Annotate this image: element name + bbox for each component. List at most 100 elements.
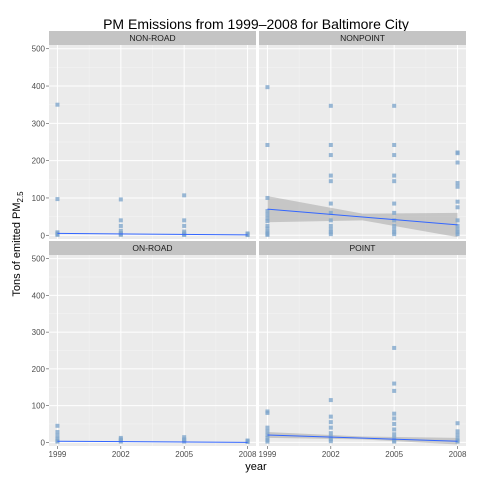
data-point <box>265 410 270 415</box>
data-point <box>392 201 397 206</box>
data-point <box>328 173 333 178</box>
data-point <box>328 398 333 403</box>
facet-strip-label: POINT <box>350 243 376 253</box>
data-point <box>328 232 333 237</box>
data-point <box>182 223 187 228</box>
facet-strip-label: NON-ROAD <box>129 33 175 43</box>
data-point <box>265 142 270 147</box>
data-point <box>328 431 333 436</box>
trend-line <box>267 434 458 442</box>
y-tick-label: 200 <box>32 365 46 374</box>
data-point <box>455 160 460 165</box>
data-point <box>118 197 123 202</box>
data-point <box>328 218 333 223</box>
data-point <box>455 429 460 434</box>
y-tick-label: 400 <box>32 291 46 300</box>
y-axis-title-main: Tons of emitted PM <box>11 202 23 296</box>
data-point <box>455 199 460 204</box>
data-point <box>455 439 460 444</box>
data-point <box>392 411 397 416</box>
y-tick-label: 500 <box>32 255 46 264</box>
data-point <box>455 232 460 237</box>
data-point <box>455 421 460 426</box>
facet-panels: NON-ROAD 0 100 200 300 400 500 NONPOINT ON-ROAD 0… <box>32 31 467 459</box>
x-tick-label: 2008 <box>239 450 257 459</box>
data-point <box>118 232 123 237</box>
data-point <box>265 209 270 214</box>
data-point <box>118 223 123 228</box>
data-point <box>328 439 333 444</box>
data-point <box>328 210 333 215</box>
data-point <box>328 227 333 232</box>
facet-strip-label: NONPOINT <box>340 33 385 43</box>
data-point <box>245 233 250 238</box>
x-tick-label: 2005 <box>385 450 403 459</box>
data-point <box>265 429 270 434</box>
data-point <box>55 197 60 202</box>
y-tick-label: 400 <box>32 82 46 91</box>
data-point <box>118 218 123 223</box>
data-point <box>265 85 270 90</box>
facet-panel-nonpoint: NONPOINT <box>259 31 466 239</box>
data-point <box>265 216 270 221</box>
y-tick-label: 0 <box>41 438 46 447</box>
data-point <box>455 223 460 228</box>
facet-strip-label: ON-ROAD <box>132 243 172 253</box>
data-point <box>265 226 270 231</box>
x-tick-label: 1999 <box>49 450 67 459</box>
data-point <box>455 205 460 210</box>
data-point <box>455 218 460 223</box>
data-point <box>392 227 397 232</box>
y-tick-label: 100 <box>32 194 46 203</box>
data-point <box>392 153 397 158</box>
data-point <box>55 430 60 435</box>
data-point <box>265 232 270 237</box>
data-point <box>392 381 397 386</box>
y-tick-label: 300 <box>32 328 46 337</box>
data-point <box>328 179 333 184</box>
x-tick-label: 2005 <box>175 450 193 459</box>
data-point <box>392 432 397 437</box>
facet-panel-on-road: ON-ROAD 0 100 200 300 400 500 1999 2002 2005 2008 <box>32 241 257 459</box>
data-point <box>182 218 187 223</box>
data-point <box>455 181 460 186</box>
x-tick-label: 2002 <box>322 450 340 459</box>
facet-panel-point: POINT 1999 2002 2005 2008 <box>259 241 467 459</box>
data-point <box>328 223 333 228</box>
data-point <box>55 102 60 107</box>
data-point <box>328 414 333 419</box>
data-point <box>55 232 60 237</box>
facet-strip <box>49 31 256 45</box>
facet-strip <box>49 241 256 255</box>
data-point <box>265 212 270 217</box>
data-point <box>328 420 333 425</box>
y-tick-label: 100 <box>32 402 46 411</box>
data-point <box>182 435 187 440</box>
y-tick-label: 300 <box>32 119 46 128</box>
data-point <box>328 153 333 158</box>
data-point <box>182 193 187 198</box>
data-point <box>265 439 270 444</box>
chart-title: PM Emissions from 1999–2008 for Baltimor… <box>103 16 409 32</box>
facet-strip <box>259 241 466 255</box>
y-tick-label: 500 <box>32 45 46 54</box>
data-point <box>328 142 333 147</box>
data-point <box>328 103 333 108</box>
data-point <box>265 195 270 200</box>
data-point <box>392 345 397 350</box>
data-point <box>265 435 270 440</box>
data-point <box>392 173 397 178</box>
data-point <box>392 142 397 147</box>
data-point <box>55 423 60 428</box>
data-point <box>392 218 397 223</box>
y-tick-label: 200 <box>32 157 46 166</box>
facet-strip <box>259 31 466 45</box>
data-point <box>265 425 270 430</box>
trend-line <box>267 208 458 226</box>
data-point <box>392 421 397 426</box>
x-axis-title: year <box>245 461 267 473</box>
data-point <box>392 210 397 215</box>
data-point <box>392 435 397 440</box>
trend-line <box>57 440 248 443</box>
